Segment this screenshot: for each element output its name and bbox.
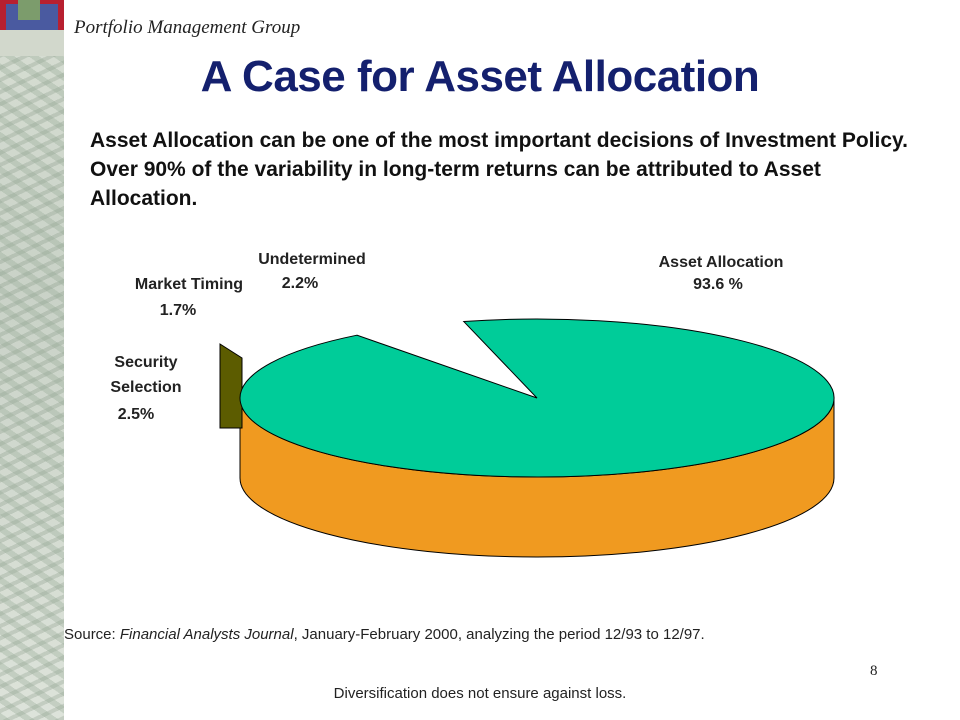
label-security-selection-name: Security Selection [110,354,182,396]
label-market-timing-value: 1.7% [159,302,197,319]
label-security-selection: Security Selection [84,350,208,400]
label-undetermined-name: Undetermined [258,251,366,268]
slice-side-security-selection [219,343,243,429]
label-market-timing-name: Market Timing [134,276,244,293]
label-undetermined: Undetermined [226,251,398,269]
source-rest: , January-February 2000, analyzing the p… [293,626,705,643]
label-security-selection-value: 2.5% [117,406,155,423]
page-number: 8 [870,663,878,679]
logo [0,0,64,56]
page-title: A Case for Asset Allocation [200,52,760,101]
label-asset-allocation: Asset Allocation [658,254,784,271]
group-name: Portfolio Management Group [74,17,301,38]
label-undetermined-value: 2.2% [281,275,319,292]
intro-text: Asset Allocation can be one of the most … [90,129,908,210]
label-market-timing: Market Timing [104,276,274,294]
label-asset-allocation-value: 93.6 % [693,276,743,293]
source-citation: Source: Financial Analysts Journal, Janu… [64,626,705,643]
slice-asset-allocation [239,318,835,478]
disclaimer: Diversification does not ensure against … [333,685,627,702]
pie-chart [219,318,835,558]
source-prefix: Source: [64,626,120,643]
source-journal: Financial Analysts Journal [119,626,294,643]
decorative-side-strip [0,0,64,720]
